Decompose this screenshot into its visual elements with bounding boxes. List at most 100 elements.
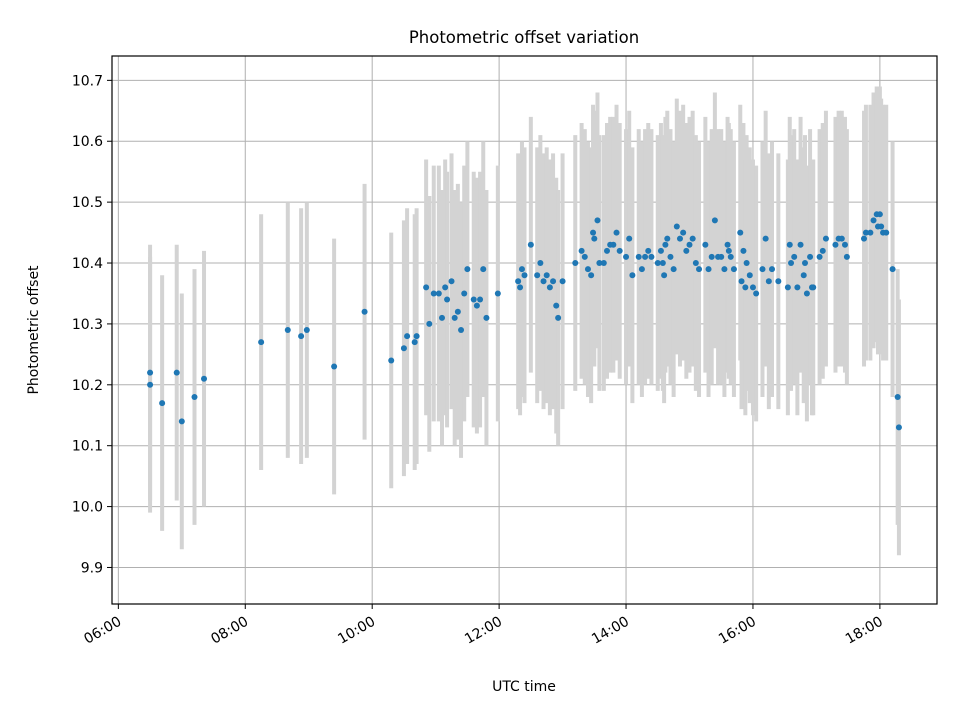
data-point xyxy=(662,241,669,248)
x-axis: 06:00 08:00 10:00 12:00 14:00 16:00 18:00 xyxy=(81,604,886,648)
data-point xyxy=(759,266,766,273)
data-point xyxy=(803,290,810,297)
data-point xyxy=(426,320,433,327)
data-point xyxy=(298,333,305,340)
y-tick-label: 10.7 xyxy=(72,73,103,89)
data-point xyxy=(477,296,484,303)
data-point xyxy=(686,241,693,248)
data-point xyxy=(749,284,756,291)
data-point xyxy=(331,363,338,370)
y-axis: 9.9 10.0 10.1 10.2 10.3 10.4 10.5 10.6 10.7 xyxy=(72,73,112,576)
data-point xyxy=(762,235,769,242)
data-point xyxy=(588,272,595,279)
y-tick-label: 10.4 xyxy=(72,256,103,272)
data-point xyxy=(458,327,465,333)
data-point xyxy=(889,266,896,273)
data-point xyxy=(626,235,633,242)
data-point xyxy=(388,357,395,364)
data-point xyxy=(591,235,598,242)
data-point xyxy=(721,266,728,273)
data-point xyxy=(724,241,731,248)
data-point xyxy=(680,229,687,236)
data-point xyxy=(543,272,550,279)
data-point xyxy=(819,247,826,254)
x-tick-label: 16:00 xyxy=(716,614,759,648)
data-point xyxy=(876,211,883,218)
data-point xyxy=(517,284,524,291)
x-tick-label: 12:00 xyxy=(462,614,505,648)
data-point xyxy=(670,266,677,273)
data-point xyxy=(867,229,874,236)
data-point xyxy=(604,247,610,254)
data-point xyxy=(258,339,265,346)
data-point xyxy=(878,223,885,230)
data-point xyxy=(527,241,534,248)
data-point xyxy=(470,296,477,303)
data-point xyxy=(683,247,690,254)
data-point xyxy=(284,327,291,333)
y-tick-label: 10.5 xyxy=(72,195,103,211)
data-point xyxy=(515,278,522,285)
data-point xyxy=(740,247,747,254)
y-tick-label: 10.0 xyxy=(72,500,103,516)
data-point xyxy=(572,260,579,267)
data-point xyxy=(765,278,772,285)
data-point xyxy=(769,266,775,273)
data-point xyxy=(480,266,487,273)
data-point xyxy=(191,393,198,400)
data-point xyxy=(400,345,407,352)
y-tick-label: 10.2 xyxy=(72,378,103,394)
data-point xyxy=(201,375,208,382)
data-point xyxy=(553,302,560,309)
x-axis-label: UTC time xyxy=(492,679,556,695)
data-point xyxy=(870,217,877,224)
x-tick-label: 08:00 xyxy=(208,614,251,648)
data-point xyxy=(657,247,664,254)
data-point xyxy=(413,333,420,340)
data-point xyxy=(430,290,437,297)
data-point xyxy=(613,229,620,236)
data-point xyxy=(661,272,668,279)
data-point xyxy=(654,260,661,267)
data-point xyxy=(894,393,901,400)
error-bars xyxy=(148,86,901,556)
data-point xyxy=(590,229,597,236)
data-point xyxy=(435,290,442,297)
data-point xyxy=(838,235,845,242)
data-point xyxy=(173,369,180,376)
data-point xyxy=(807,253,814,260)
data-point xyxy=(727,253,734,260)
data-point xyxy=(659,260,666,267)
data-point xyxy=(610,241,617,248)
data-point xyxy=(816,253,823,260)
data-point xyxy=(791,253,798,260)
y-tick-label: 10.3 xyxy=(72,317,103,333)
data-point xyxy=(689,235,696,242)
x-tick-label: 18:00 xyxy=(843,614,886,648)
data-point xyxy=(540,278,547,285)
data-point xyxy=(147,369,154,376)
data-points xyxy=(147,211,902,431)
data-point xyxy=(444,296,451,303)
data-point xyxy=(753,290,760,297)
data-point xyxy=(178,418,185,425)
data-point xyxy=(742,284,749,291)
data-point xyxy=(667,253,674,260)
x-tick-label: 10:00 xyxy=(335,614,378,648)
data-point xyxy=(822,235,829,242)
data-point xyxy=(404,333,411,340)
data-point xyxy=(629,272,636,279)
data-point xyxy=(494,290,501,297)
data-point xyxy=(730,266,737,273)
data-point xyxy=(635,253,642,260)
data-point xyxy=(775,278,782,285)
plot-frame xyxy=(111,55,938,605)
data-point xyxy=(537,260,544,267)
data-point xyxy=(423,284,430,291)
y-tick-label: 10.1 xyxy=(72,439,103,455)
data-point xyxy=(810,284,817,291)
data-point xyxy=(559,278,566,285)
data-point xyxy=(696,266,703,273)
data-point xyxy=(862,229,869,236)
